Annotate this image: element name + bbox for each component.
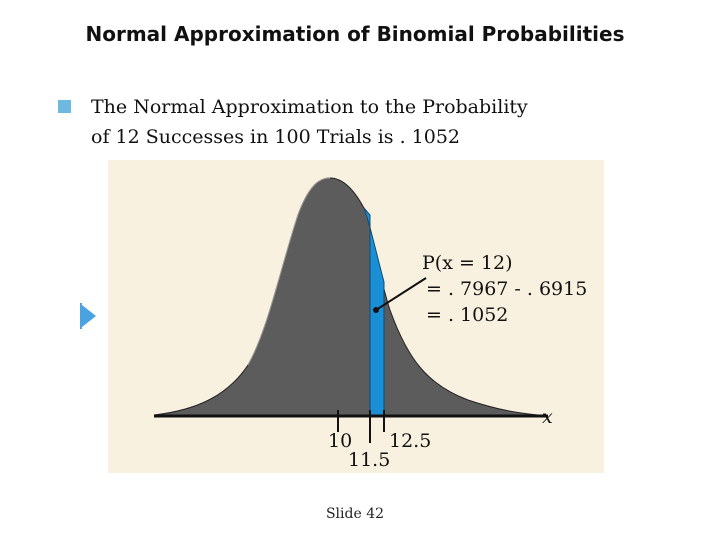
slide-number: Slide 42 bbox=[325, 506, 385, 522]
normal-curve-svg bbox=[153, 177, 548, 443]
annotation-line-2: = . 7967 - . 6915 bbox=[426, 278, 588, 300]
nav-arrow-bar bbox=[80, 303, 82, 329]
tick-label-11-5: 11.5 bbox=[348, 449, 391, 471]
play-arrow-icon[interactable] bbox=[82, 305, 96, 327]
annotation-pointer-dot bbox=[373, 307, 379, 313]
bullet-square-icon bbox=[58, 100, 71, 113]
bullet-point: The Normal Approximation to the Probabil… bbox=[58, 92, 660, 152]
bullet-text-line-1: The Normal Approximation to the Probabil… bbox=[91, 96, 528, 118]
annotation-line-1: P(x = 12) bbox=[422, 252, 513, 274]
x-axis-label: x bbox=[542, 406, 553, 428]
bullet-text-line-2: of 12 Successes in 100 Trials is . 1052 bbox=[91, 126, 461, 148]
curve-highlight bbox=[247, 177, 331, 366]
slide-title: Normal Approximation of Binomial Probabi… bbox=[85, 22, 625, 46]
annotation-pointer bbox=[375, 277, 427, 311]
tick-label-10: 10 bbox=[328, 430, 353, 452]
annotation-line-3: = . 1052 bbox=[426, 304, 509, 326]
tick-label-12-5: 12.5 bbox=[389, 430, 432, 452]
normal-curve-figure: P(x = 12) = . 7967 - . 6915 = . 1052 x 1… bbox=[108, 160, 604, 473]
